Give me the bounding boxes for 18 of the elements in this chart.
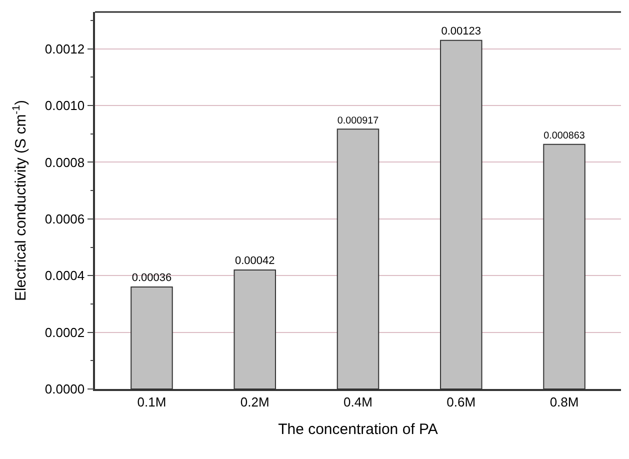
data-label: 0.000863	[544, 130, 586, 142]
data-label: 0.00123	[441, 25, 482, 38]
x-axis-title: The concentration of PA	[278, 420, 438, 438]
x-tick-label: 0.2M	[240, 394, 270, 410]
y-tick-label: 0.0002	[44, 324, 85, 340]
y-tick-label: 0.0000	[44, 382, 85, 397]
y-tick-label: 0.0004	[44, 268, 85, 284]
y-tick-label: 0.0012	[44, 41, 85, 56]
x-tick-label: 0.6M	[446, 394, 476, 410]
y-tick-label: 0.0008	[44, 154, 85, 170]
y-tick-label: 0.0006	[44, 211, 85, 226]
x-tick-label: 0.4M	[344, 394, 372, 410]
data-label: 0.000917	[337, 115, 379, 126]
data-label: 0.00036	[132, 272, 172, 284]
y-tick-label: 0.0010	[44, 98, 85, 114]
x-tick-label: 0.1M	[137, 394, 166, 410]
data-label: 0.00042	[234, 254, 275, 267]
x-tick-label: 0.8M	[550, 394, 579, 410]
